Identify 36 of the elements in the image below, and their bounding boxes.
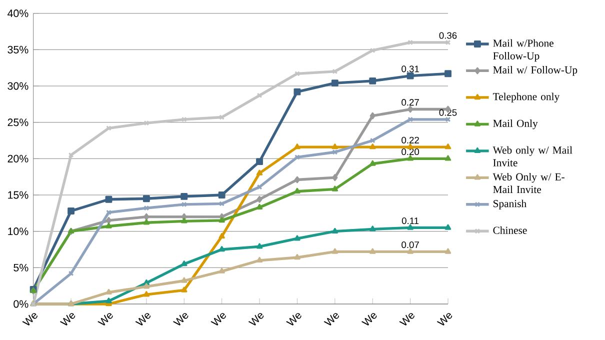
y-tick-label: 20% [8,154,28,162]
x-tick-label: We [361,313,377,326]
legend-label: Web only w/ Mail Invite [492,146,572,166]
y-tick-label: 30% [8,82,28,90]
x-tick-label: We [98,313,113,326]
data-label: 0.36 [439,32,457,39]
x-tick-label: We [22,313,38,326]
x-tick-label: We [399,313,414,326]
y-tick-label: 35% [8,46,28,54]
y-tick-label: 25% [8,118,28,126]
x-tick-label: We [172,313,188,326]
data-label: 0.27 [402,99,419,106]
x-tick-label: We [248,313,264,326]
legend-label: Mail w/ Follow-Up [493,66,578,76]
legend-label: Mail w/Phone Follow-Up [493,39,554,62]
legend-label: Web Only w/ E-Mail Invite [492,172,564,194]
legend-label: Spanish [494,200,526,210]
legend-label: Chinese [493,226,527,234]
x-tick-label: We [60,313,76,326]
data-label: 0.22 [402,136,419,144]
x-tick-label: We [324,313,339,326]
x-tick-label: We [135,313,151,326]
y-tick-label: 5% [14,264,28,272]
y-tick-label: 0% [14,300,28,308]
data-label: 0.11 [402,218,419,224]
x-tick-label: We [286,313,302,326]
x-tick-label: We [436,313,452,326]
data-label: 0.31 [402,66,419,72]
x-tick-label: We [210,313,226,326]
y-tick-label: 40% [8,10,28,18]
data-label: 0.20 [402,148,420,156]
y-tick-label: 10% [8,228,28,236]
data-label: 0.07 [402,241,419,248]
legend-label: Mail Only [493,119,538,130]
legend-label: Telephone only [492,92,560,102]
y-tick-label: 15% [8,191,28,199]
